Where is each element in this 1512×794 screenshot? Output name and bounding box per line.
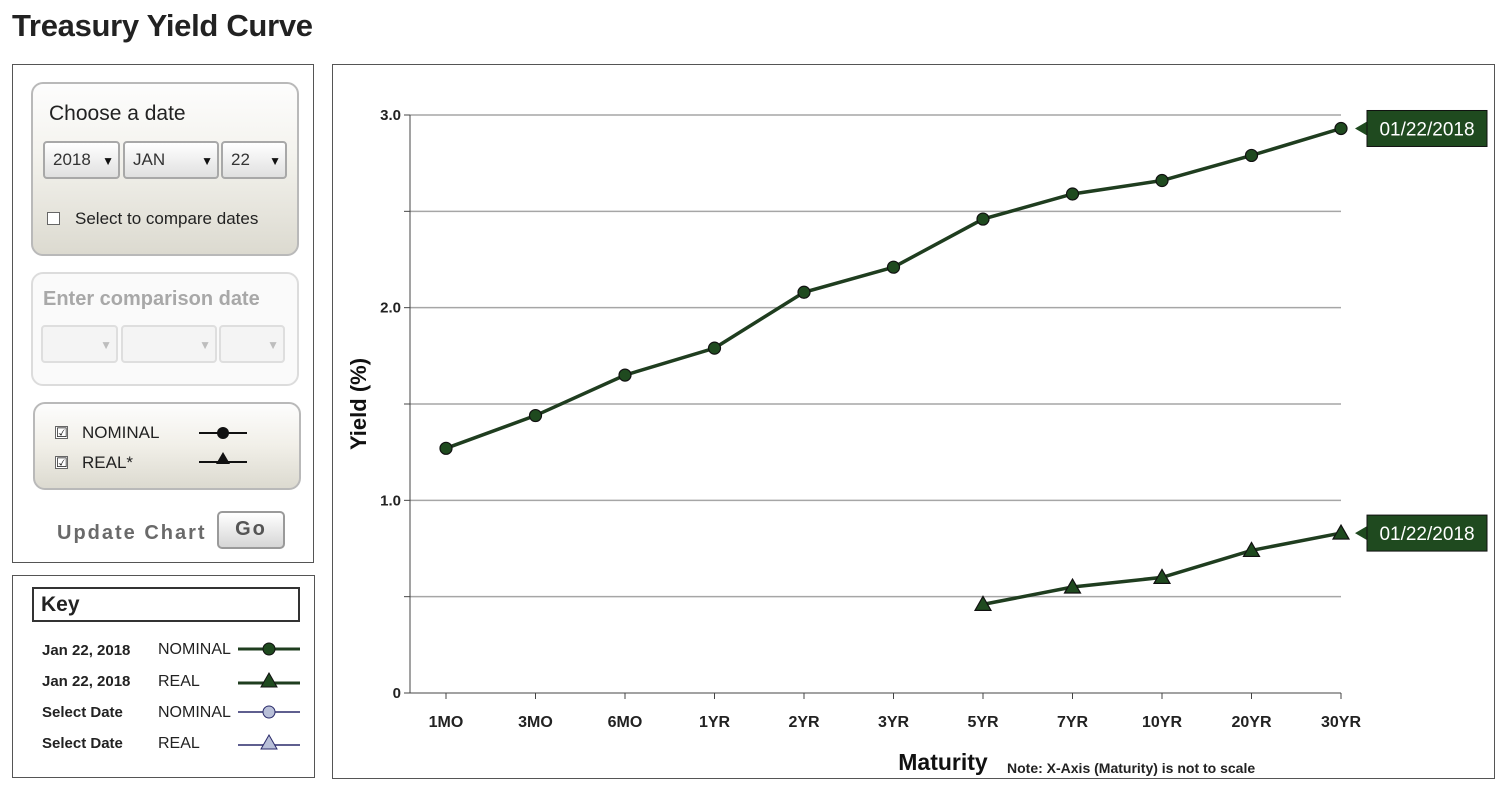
yield-chart-frame: 0 1.0 2.0 3.0 1MO 3MO 6MO 1YR 2YR 3YR 5YR 7YR 10YR 20… [332,64,1495,779]
key-title: Key [32,587,300,622]
nominal-checkbox[interactable]: ☑ [55,425,68,440]
data-point [797,285,811,299]
key-row-date: Jan 22, 2018 [42,642,131,659]
data-point [528,408,543,423]
update-chart-label: Update Chart [57,522,207,544]
end-label-flag [1366,514,1488,552]
y-axis-title: Yield (%) [346,358,371,450]
data-point [1331,523,1351,540]
data-point [1065,187,1080,201]
x-tick-label: 2YR [788,714,820,731]
compare-dates-label: Select to compare dates [75,209,259,228]
comparison-date-box: Enter comparison date ▼ ▼ ▼ [31,272,299,386]
nominal-toggle-label: NOMINAL [82,423,160,442]
year-select[interactable]: 2018 ▼ [43,141,120,179]
x-tick-label: 6MO [608,714,643,731]
nominal-marker-icon [199,427,247,439]
x-tick-label: 20YR [1231,714,1271,731]
key-row-type: NOMINAL [158,641,231,658]
x-tick-label: 1YR [699,714,731,731]
data-point [886,260,901,274]
month-select[interactable]: JAN ▼ [123,141,219,179]
x-axis-note: Note: X-Axis (Maturity) is not to scale [1007,760,1255,776]
x-tick-label: 30YR [1321,714,1361,731]
x-axis-title: Maturity [898,749,988,775]
chevron-down-icon: ▼ [269,154,281,168]
data-point [973,595,993,611]
compare-dates-checkbox[interactable] [47,212,60,225]
series-line-nominal [445,126,1342,450]
month-value: JAN [133,150,166,169]
choose-date-heading: Choose a date [49,102,186,125]
data-point [1152,568,1172,585]
chevron-down-icon: ▼ [102,154,114,168]
series-toggle-box: ☑ NOMINAL ☑ REAL* [33,402,301,490]
key-panel: Key Jan 22, 2018 NOMINAL Jan 22, 2018 RE… [12,575,315,778]
real-checkbox[interactable]: ☑ [55,455,68,470]
chevron-down-icon: ▼ [201,154,213,168]
y-tick-label: 3.0 [380,107,401,124]
data-point [1155,173,1169,188]
key-row-type: NOMINAL [158,704,231,721]
key-row-type: REAL [158,735,200,752]
chevron-down-icon: ▼ [100,338,112,352]
day-value: 22 [231,150,250,169]
real-toggle-label: REAL* [82,453,134,472]
key-row-type: REAL [158,673,200,690]
comparison-month-select[interactable]: ▼ [121,325,217,363]
x-tick-label: 1MO [429,714,464,731]
comparison-year-select[interactable]: ▼ [41,325,118,363]
key-row-date: Jan 22, 2018 [42,673,131,690]
key-compare-nominal-marker-icon [238,705,300,719]
key-row-date: Select Date [42,735,123,752]
y-tick-label: 2.0 [380,300,401,317]
x-tick-label: 3MO [518,714,553,731]
chevron-down-icon: ▼ [199,338,211,352]
x-tick-label: 3YR [878,714,910,731]
flag-pointer [1355,526,1367,541]
data-point [1063,577,1082,594]
page-title: Treasury Yield Curve [12,8,313,43]
chevron-down-icon: ▼ [267,338,279,352]
data-point [439,441,453,455]
comparison-day-select[interactable]: ▼ [219,325,285,363]
y-tick-label: 1.0 [380,492,401,509]
data-point [1334,121,1348,136]
go-button[interactable]: Go [217,511,285,549]
data-point [1244,148,1259,163]
year-value: 2018 [53,150,91,169]
choose-date-box: Choose a date 2018 ▼ JAN ▼ 22 ▼ Select t… [31,82,299,256]
flag-pointer [1355,121,1367,136]
key-real-marker-icon [238,671,300,688]
data-point [707,341,722,355]
end-label-flag [1366,109,1488,147]
end-label-text: 01/22/2018 [1379,119,1474,140]
key-nominal-marker-icon [238,642,300,656]
day-select[interactable]: 22 ▼ [221,141,287,179]
x-tick-label: 10YR [1142,714,1182,731]
y-tick-label: 0 [393,685,401,702]
data-point [1242,541,1261,558]
data-point [618,368,632,382]
comparison-date-heading: Enter comparison date [43,288,260,310]
data-point [976,212,990,226]
x-tick-label: 7YR [1057,714,1089,731]
end-label-text: 01/22/2018 [1379,524,1474,545]
key-row-date: Select Date [42,704,123,721]
yield-curve-chart: 0 1.0 2.0 3.0 1MO 3MO 6MO 1YR 2YR 3YR 5YR 7YR 10YR 20… [346,107,1488,776]
x-tick-label: 5YR [967,714,999,731]
real-marker-icon [199,452,247,464]
key-compare-real-marker-icon [238,733,300,750]
chart-controls-panel: Choose a date 2018 ▼ JAN ▼ 22 ▼ Select t… [12,64,314,563]
